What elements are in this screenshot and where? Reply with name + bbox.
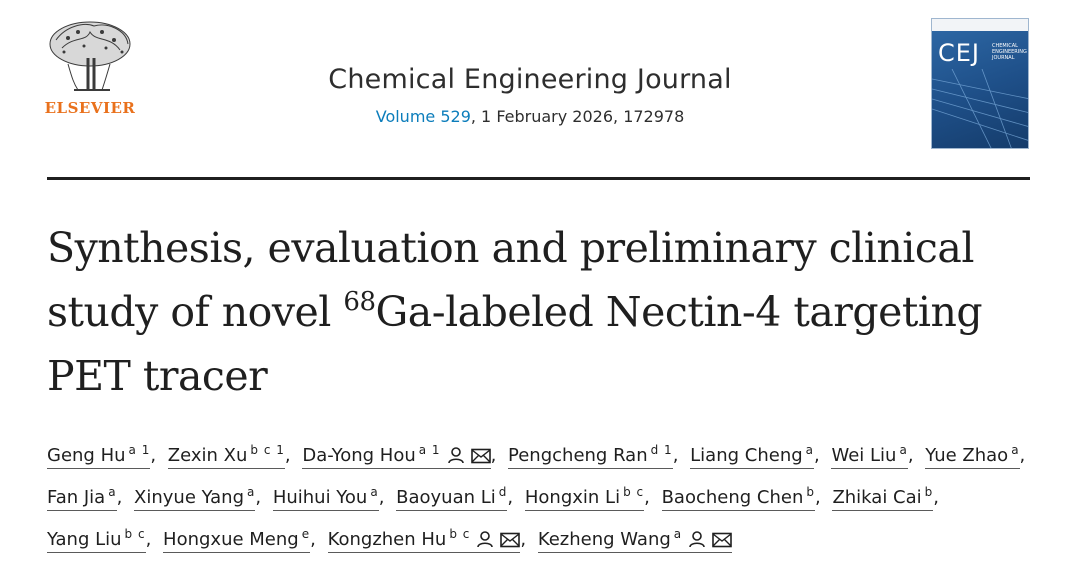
author-name: Kezheng Wang <box>537 528 671 550</box>
author-separator: , <box>145 528 158 550</box>
author-name: Baoyuan Li <box>396 486 496 508</box>
author-link[interactable]: Yue Zhao a <box>925 443 1020 469</box>
author-link[interactable]: Hongxin Li b c <box>524 485 645 511</box>
journal-title[interactable]: Chemical Engineering Journal <box>328 64 732 95</box>
author-affiliation-marker: b <box>924 485 934 500</box>
author-link[interactable]: Kezheng Wang a <box>537 527 733 553</box>
journal-cover-thumbnail[interactable]: CEJ CHEMICAL ENGINEERING JOURNAL <box>931 18 1029 149</box>
author-name: Hongxue Meng <box>163 528 299 550</box>
author-separator: , <box>116 486 129 508</box>
article-title: Synthesis, evaluation and preliminary cl… <box>47 216 1037 408</box>
cover-journal-name: CHEMICAL ENGINEERING JOURNAL <box>992 43 1027 61</box>
elsevier-tree-logo-icon[interactable] <box>44 18 136 122</box>
author-link[interactable]: Huihui You a <box>272 485 379 511</box>
author-separator: , <box>378 486 391 508</box>
author-list: Geng Hu a 1, Zexin Xu b c 1, Da-Yong Hou a … <box>47 432 1037 558</box>
author-name: Fan Jia <box>47 486 106 508</box>
author-separator: , <box>507 486 519 508</box>
author-name: Huihui You <box>272 486 368 508</box>
author-separator: , <box>907 444 920 466</box>
author-separator: , <box>933 486 939 508</box>
title-text-end: Ga-labeled Nectin-4 targeting PET tracer <box>47 288 983 400</box>
author-name: Hongxin Li <box>524 486 621 508</box>
journal-header: Chemical Engineering Journal Volume 529,… <box>250 64 810 126</box>
author-separator: , <box>490 444 503 466</box>
author-link[interactable]: Zexin Xu b c 1 <box>167 443 285 469</box>
author-affiliation-marker: b c 1 <box>250 443 285 457</box>
person-icon <box>447 446 465 464</box>
author-separator: , <box>672 444 685 466</box>
author-separator: , <box>520 528 532 550</box>
author-affiliation-marker: a <box>247 485 256 500</box>
author-link[interactable]: Liang Cheng a <box>690 443 815 469</box>
cover-abbreviation: CEJ <box>938 39 980 67</box>
author-separator: , <box>644 486 656 508</box>
author-affiliation-marker: e <box>301 527 311 542</box>
author-affiliation-marker: a <box>1011 443 1020 457</box>
author-link[interactable]: Hongxue Meng e <box>163 527 311 553</box>
author-name: Zhikai Cai <box>832 486 922 508</box>
author-affiliation-marker: a <box>108 485 117 500</box>
author-affiliation-marker: a <box>805 443 815 457</box>
author-name: Wei Liu <box>831 444 897 466</box>
author-link[interactable]: Pengcheng Ran d 1 <box>508 443 673 469</box>
author-name: Pengcheng Ran <box>508 444 648 466</box>
author-separator: , <box>814 486 827 508</box>
author-name: Xinyue Yang <box>134 486 244 508</box>
author-separator: , <box>150 444 162 466</box>
author-affiliation-marker: a 1 <box>418 443 441 457</box>
author-link[interactable]: Zhikai Cai b <box>832 485 934 511</box>
author-link[interactable]: Yang Liu b c <box>47 527 146 553</box>
author-affiliation-marker: a <box>673 527 683 542</box>
author-affiliation-marker: b c <box>449 527 471 542</box>
issue-details: , 1 February 2026, 172978 <box>470 107 685 126</box>
envelope-icon <box>712 532 732 548</box>
person-icon <box>476 530 494 548</box>
author-link[interactable]: Fan Jia a <box>47 485 117 511</box>
author-affiliation-marker: a 1 <box>128 443 151 457</box>
author-name: Baocheng Chen <box>661 486 804 508</box>
author-affiliation-marker: d <box>498 485 508 500</box>
title-superscript: 68 <box>343 286 376 317</box>
author-link[interactable]: Kongzhen Hu b c <box>327 527 521 553</box>
cover-graphic-icon <box>932 69 1028 148</box>
author-link[interactable]: Da-Yong Hou a 1 <box>302 443 491 469</box>
author-affiliation-marker: b c <box>623 485 645 500</box>
author-affiliation-marker: a <box>370 485 379 500</box>
envelope-icon <box>500 532 521 548</box>
header-divider <box>47 177 1030 180</box>
publisher-name[interactable]: ELSEVIER <box>44 99 136 117</box>
author-name: Kongzhen Hu <box>327 528 447 550</box>
envelope-icon <box>470 448 491 464</box>
author-link[interactable]: Baoyuan Li d <box>396 485 508 511</box>
person-icon <box>688 530 706 548</box>
author-separator: , <box>310 528 322 550</box>
author-name: Liang Cheng <box>690 444 803 466</box>
author-name: Yue Zhao <box>925 444 1009 466</box>
author-name: Zexin Xu <box>167 444 248 466</box>
author-separator: , <box>814 444 826 466</box>
author-link[interactable]: Geng Hu a 1 <box>47 443 151 469</box>
author-affiliation-marker: d 1 <box>650 443 673 457</box>
volume-link[interactable]: Volume 529 <box>375 107 471 126</box>
author-affiliation-marker: b <box>806 485 815 500</box>
author-link[interactable]: Baocheng Chen b <box>661 485 815 511</box>
author-name: Yang Liu <box>47 528 122 550</box>
author-affiliation-marker: b c <box>124 527 146 542</box>
cover-topbar <box>932 19 1028 31</box>
author-separator: , <box>255 486 267 508</box>
journal-issue-info: Volume 529, 1 February 2026, 172978 <box>250 107 810 126</box>
author-name: Geng Hu <box>47 444 126 466</box>
author-name: Da-Yong Hou <box>302 444 416 466</box>
author-link[interactable]: Wei Liu a <box>831 443 908 469</box>
title-text-start: Synthesis, evaluation and preliminary cl… <box>47 224 974 336</box>
author-separator: , <box>1019 444 1026 466</box>
author-link[interactable]: Xinyue Yang a <box>134 485 256 511</box>
author-separator: , <box>284 444 297 466</box>
author-affiliation-marker: a <box>899 443 908 457</box>
